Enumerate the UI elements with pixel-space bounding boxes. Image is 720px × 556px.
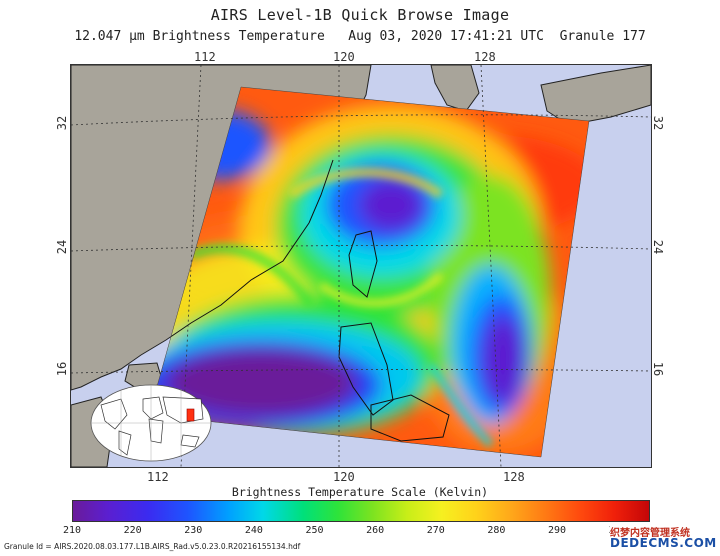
granule-label: Granule 177 — [559, 29, 646, 44]
lon-label-top-120: 120 — [333, 50, 355, 64]
watermark-line1: 织梦内容管理系统 — [610, 528, 690, 539]
colorbar-tick-label: 290 — [548, 525, 567, 536]
datetime-label: Aug 03, 2020 17:41:21 UTC — [348, 29, 544, 44]
map-panel — [70, 64, 652, 468]
lat-label-right-32: 32 — [651, 115, 666, 131]
image-title: AIRS Level-1B Quick Browse Image — [210, 6, 510, 24]
lat-label-right-16: 16 — [651, 361, 666, 377]
airs-swath — [149, 87, 589, 457]
wavelength-label: 12.047 μm Brightness Temperature — [74, 29, 325, 44]
lat-label-left-16: 16 — [55, 361, 70, 377]
colorbar-tick-label: 270 — [426, 525, 445, 536]
lon-label-top-128: 128 — [474, 50, 496, 64]
watermark-logo: 织梦内容管理系统 DEDECMS.COM — [610, 524, 717, 550]
colorbar-tick-label: 240 — [244, 525, 263, 536]
lon-label-bottom-120: 120 — [333, 470, 355, 484]
colorbar-tick-label: 230 — [184, 525, 203, 536]
lon-label-bottom-128: 128 — [503, 470, 525, 484]
granule-id-text: Granule Id = AIRS.2020.08.03.177.L1B.AIR… — [4, 542, 301, 551]
image-subtitle: 12.047 μm Brightness Temperature Aug 03,… — [0, 29, 720, 44]
colorbar-title: Brightness Temperature Scale (Kelvin) — [231, 485, 489, 499]
lat-label-left-32: 32 — [55, 115, 70, 131]
map-canvas — [71, 65, 651, 467]
japan-islands — [540, 65, 651, 126]
world-inset-map — [90, 384, 212, 462]
lat-label-left-24: 24 — [55, 239, 70, 255]
colorbar-tick-label: 260 — [366, 525, 385, 536]
lat-label-right-24: 24 — [651, 239, 666, 255]
colorbar-tick-label: 250 — [305, 525, 324, 536]
watermark-line2: DEDECMS.COM — [610, 536, 717, 550]
colorbar-tick-label: 280 — [487, 525, 506, 536]
lon-label-bottom-112: 112 — [147, 470, 169, 484]
colorbar-tick-label: 220 — [123, 525, 142, 536]
colorbar — [72, 500, 650, 522]
korea-japan — [430, 65, 480, 112]
lon-label-top-112: 112 — [194, 50, 216, 64]
colorbar-tick-label: 210 — [62, 525, 82, 536]
